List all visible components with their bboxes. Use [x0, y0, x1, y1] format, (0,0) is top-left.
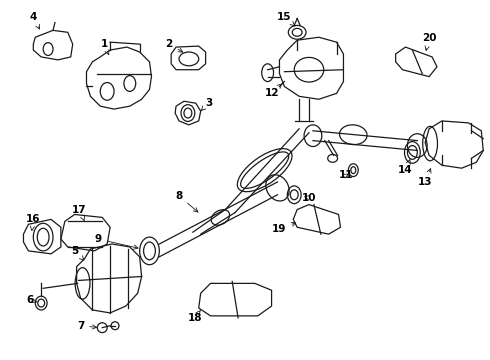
- Text: 3: 3: [201, 98, 212, 111]
- Text: 2: 2: [166, 39, 183, 52]
- Text: 11: 11: [339, 170, 354, 180]
- Text: 18: 18: [188, 310, 202, 323]
- Text: 1: 1: [100, 39, 109, 55]
- Text: 12: 12: [264, 84, 282, 98]
- Text: 8: 8: [175, 191, 198, 212]
- Text: 10: 10: [302, 193, 316, 203]
- Text: 20: 20: [422, 33, 437, 50]
- Text: 19: 19: [272, 222, 295, 234]
- Text: 13: 13: [418, 169, 433, 187]
- Text: 9: 9: [95, 234, 138, 249]
- Text: 15: 15: [277, 12, 295, 26]
- Text: 17: 17: [73, 204, 87, 221]
- Text: 16: 16: [26, 215, 41, 230]
- Text: 7: 7: [77, 321, 97, 331]
- Text: 14: 14: [398, 159, 413, 175]
- Text: 4: 4: [29, 12, 40, 29]
- Text: 5: 5: [71, 246, 84, 260]
- Text: 6: 6: [27, 295, 37, 305]
